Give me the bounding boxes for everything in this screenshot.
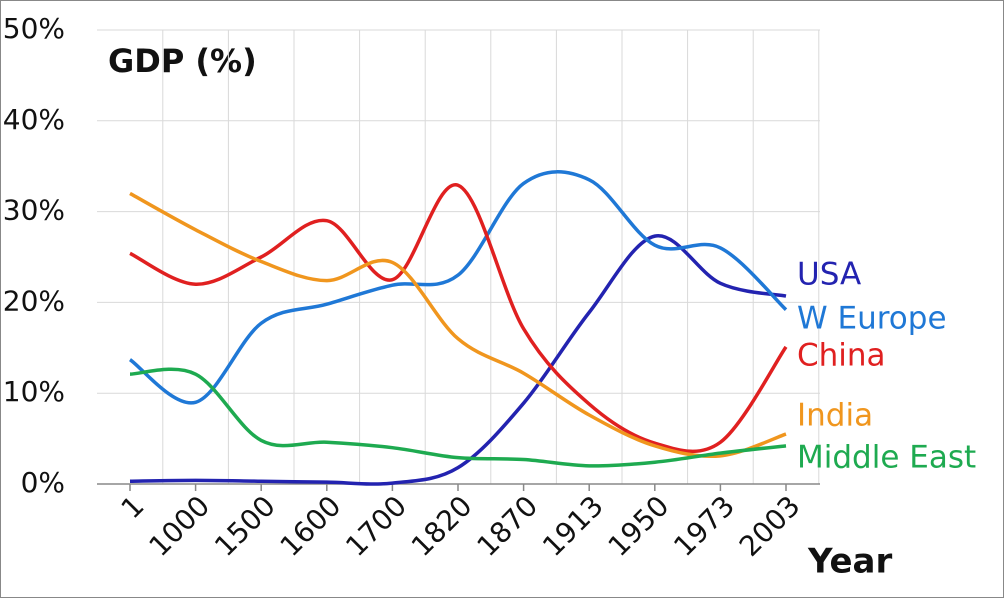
- line: [128, 170, 788, 405]
- y-tick-label: 40%: [3, 103, 65, 136]
- x-axis-title: Year: [807, 542, 893, 582]
- legend-label: Middle East: [797, 440, 976, 476]
- line: [129, 367, 787, 468]
- line: [129, 183, 788, 454]
- chart-title: GDP (%): [108, 42, 257, 80]
- y-tick-label: 10%: [3, 375, 65, 408]
- legend-label: India: [797, 398, 873, 434]
- legend-label: USA: [797, 257, 861, 293]
- legend-label: W Europe: [797, 301, 947, 337]
- y-tick-label: 0%: [21, 466, 65, 499]
- y-tick-label: 20%: [3, 284, 65, 317]
- line: [129, 191, 787, 459]
- y-tick-label: 30%: [3, 194, 65, 227]
- y-tick-label: 50%: [3, 12, 65, 45]
- legend-label: China: [797, 338, 886, 374]
